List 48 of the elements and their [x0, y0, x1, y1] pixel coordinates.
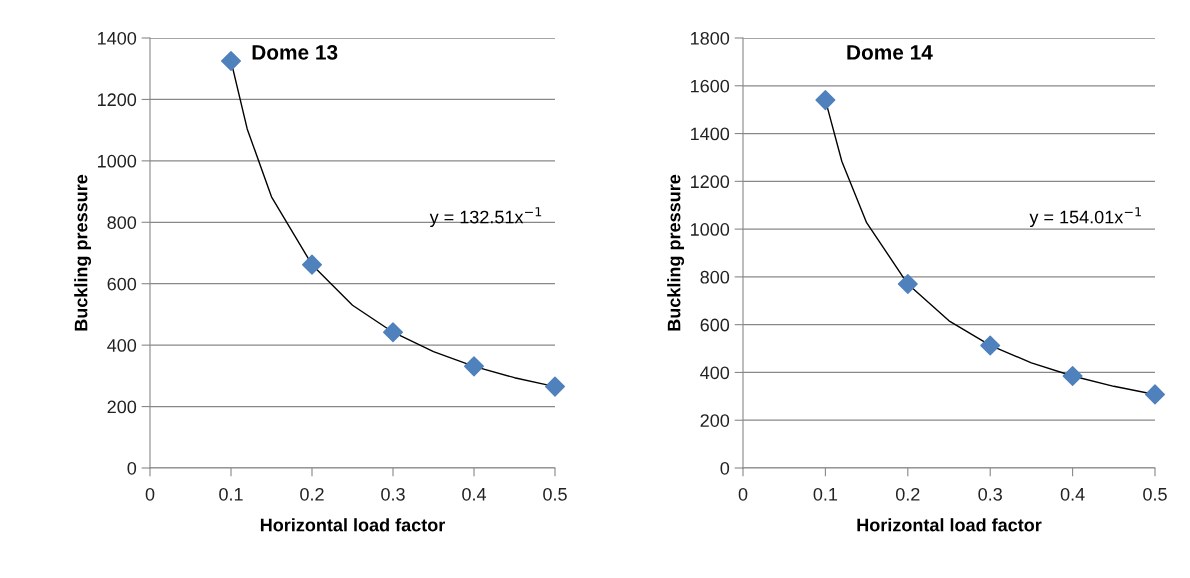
y-axis-title: Buckling pressure — [667, 174, 685, 331]
x-tick-label: 0 — [738, 487, 748, 501]
annotation: y = 154.01x$^{−1}$ — [1029, 207, 1141, 228]
y-tick-label: 1200 — [98, 93, 137, 107]
y-tick-label: 800 — [107, 216, 137, 230]
y-tick-label: 600 — [107, 277, 137, 291]
y-tick-label: 400 — [700, 366, 730, 380]
x-tick-label: 0.3 — [381, 487, 405, 501]
y-tick-label: 1400 — [98, 31, 137, 45]
y-tick-label: 1600 — [691, 79, 730, 93]
y-tick-label: 0 — [127, 461, 137, 475]
x-axis-title: Horizontal load factor — [857, 518, 1042, 532]
x-tick-label: 0.4 — [462, 487, 487, 501]
point — [897, 274, 918, 295]
point — [1144, 384, 1166, 405]
y-tick-label: 1000 — [691, 223, 730, 236]
point — [220, 51, 242, 72]
y-tick-label: 200 — [107, 400, 137, 414]
x-tick-label: 0.5 — [1143, 487, 1167, 501]
point — [382, 322, 404, 343]
point — [980, 335, 1001, 356]
annotation: y = 132.51x$^{−1}$ — [429, 207, 542, 228]
y-tick-label: 400 — [107, 339, 137, 352]
x-tick-label: 0 — [145, 487, 155, 501]
point — [815, 90, 836, 111]
y-tick-label: 1200 — [691, 175, 730, 189]
point — [544, 376, 566, 397]
y-tick-label: 0 — [720, 461, 730, 475]
point — [1062, 366, 1083, 387]
x-tick-label: 0.3 — [978, 487, 1002, 501]
chart-title: Dome 14 — [847, 45, 933, 60]
y-tick-label: 800 — [700, 270, 730, 284]
point — [463, 356, 485, 377]
y-tick-label: 200 — [700, 414, 730, 427]
y-tick-label: 1000 — [98, 154, 137, 168]
y-tick-label: 1800 — [691, 31, 730, 45]
point — [301, 254, 323, 275]
x-tick-label: 0.4 — [1060, 487, 1085, 501]
x-tick-label: 0.2 — [895, 487, 920, 501]
y-tick-label: 1400 — [691, 127, 730, 141]
x-tick-label: 0.2 — [300, 487, 324, 501]
x-axis-title: Horizontal load factor — [260, 518, 446, 532]
x-tick-label: 0.5 — [543, 487, 567, 501]
chart-title: Dome 13 — [252, 45, 338, 60]
x-tick-label: 0.1 — [813, 487, 838, 501]
x-tick-label: 0.1 — [219, 487, 243, 501]
y-axis-title: Buckling pressure — [74, 174, 92, 331]
y-tick-label: 600 — [700, 318, 730, 332]
